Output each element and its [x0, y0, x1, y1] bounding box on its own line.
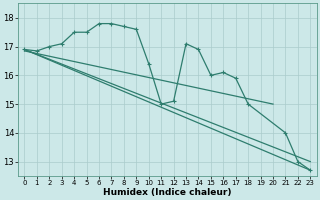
X-axis label: Humidex (Indice chaleur): Humidex (Indice chaleur) — [103, 188, 232, 197]
